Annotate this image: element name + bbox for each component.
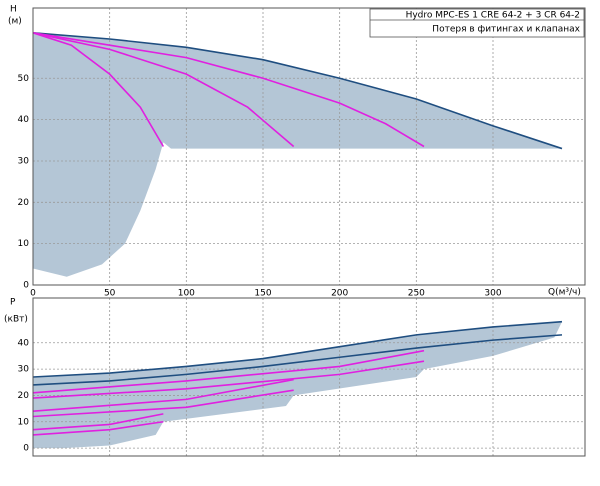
curve — [32, 32, 295, 148]
y-label: H — [10, 5, 17, 15]
curve — [32, 334, 563, 386]
y-tick-label: 40 — [18, 115, 30, 125]
x-tick-label: 300 — [484, 289, 501, 299]
curve — [32, 389, 294, 418]
y-tick-label: 10 — [18, 417, 30, 427]
x-tick-label: 0 — [30, 289, 36, 299]
curve — [32, 320, 563, 378]
curve — [32, 32, 563, 150]
y-tick-label: 50 — [18, 74, 30, 84]
curve — [32, 413, 164, 431]
x-tick-label: 150 — [254, 289, 271, 299]
y-tick-label: 0 — [23, 281, 29, 291]
y-tick-label: 40 — [18, 338, 30, 348]
x-tick-label: 50 — [104, 289, 116, 299]
y-unit: (м) — [8, 17, 22, 27]
y-tick-label: 20 — [18, 391, 30, 401]
legend-title: Hydro MPC-ES 1 CRE 64-2 + 3 CR 64-2 — [406, 11, 580, 21]
curve — [32, 349, 425, 394]
x-tick-label: 200 — [331, 289, 348, 299]
y-tick-label: 0 — [23, 444, 29, 454]
y-label: P — [10, 298, 16, 308]
curve — [32, 360, 425, 399]
y-tick-label: 20 — [18, 198, 30, 208]
plot-frame — [32, 297, 586, 457]
curve — [32, 420, 164, 436]
y-tick-label: 30 — [18, 365, 30, 375]
x-label: Q(м³/ч) — [548, 288, 581, 298]
note: Потеря в фитингах и клапанах — [432, 25, 580, 35]
operating-area — [33, 321, 562, 449]
x-tick-label: 100 — [178, 289, 195, 299]
curve — [32, 378, 294, 413]
curve — [32, 32, 425, 148]
legend-box — [369, 8, 585, 38]
operating-area — [33, 32, 562, 277]
plot-frame — [32, 7, 586, 286]
x-tick-label: 250 — [408, 289, 425, 299]
y-tick-label: 10 — [18, 239, 30, 249]
y-tick-label: 30 — [18, 156, 30, 166]
y-unit: (кВт) — [4, 315, 28, 325]
curve — [32, 32, 165, 147]
